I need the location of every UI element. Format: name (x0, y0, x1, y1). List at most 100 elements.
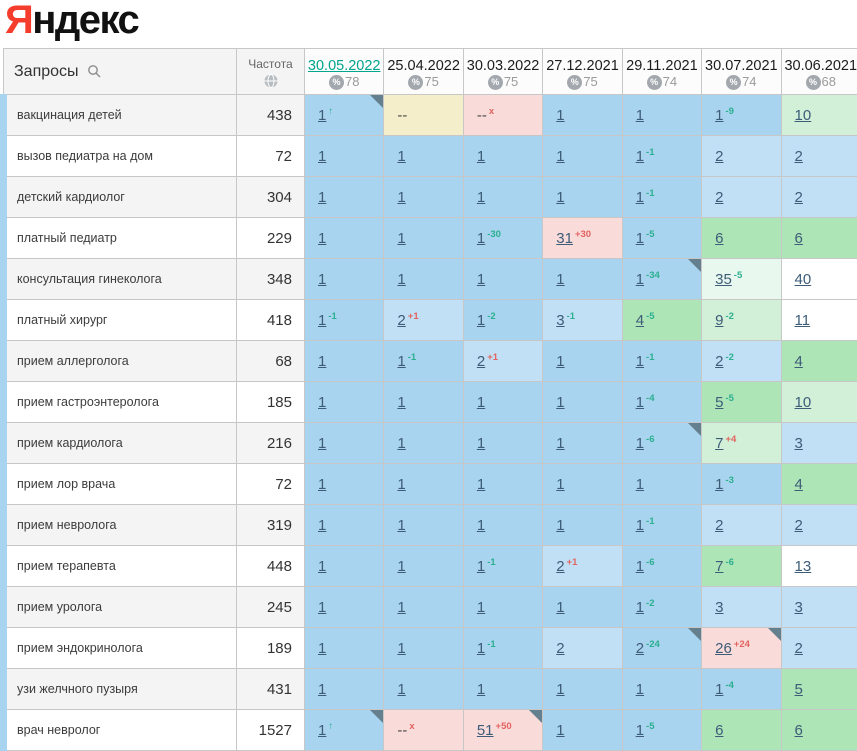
date-link[interactable]: 27.12.2021 (543, 58, 621, 74)
position-cell[interactable]: 1 (305, 669, 384, 710)
position-cell[interactable]: 1-1 (622, 505, 701, 546)
position-value[interactable]: 1 (636, 476, 644, 493)
position-value[interactable]: 1 (636, 353, 644, 370)
position-cell[interactable]: 2-2 (702, 341, 781, 382)
position-value[interactable]: 1 (715, 476, 723, 493)
position-value[interactable]: 1 (477, 271, 485, 288)
position-cell[interactable]: 4 (781, 341, 857, 382)
position-cell[interactable]: 4 (781, 464, 857, 505)
position-value[interactable]: 1 (477, 148, 485, 165)
position-value[interactable]: 10 (795, 107, 812, 124)
position-value[interactable]: 5 (795, 681, 803, 698)
query-cell[interactable]: прием лор врача (4, 464, 237, 505)
position-value[interactable]: 1 (477, 189, 485, 206)
position-value[interactable]: 1 (318, 107, 326, 124)
position-cell[interactable]: 1 (622, 669, 701, 710)
query-cell[interactable]: прием уролога (4, 587, 237, 628)
position-value[interactable]: 5 (715, 394, 723, 411)
frequency-header[interactable]: Частота (237, 49, 305, 95)
position-cell[interactable]: 4-5 (622, 300, 701, 341)
position-value[interactable]: 1 (477, 230, 485, 247)
query-cell[interactable]: прием гастроэнтеролога (4, 382, 237, 423)
position-value[interactable]: 1 (318, 517, 326, 534)
date-link[interactable]: 29.11.2021 (623, 58, 701, 74)
position-value[interactable]: 1 (397, 558, 405, 575)
date-link[interactable]: 30.07.2021 (702, 58, 780, 74)
position-value[interactable]: 1 (397, 435, 405, 452)
position-cell[interactable]: 2 (781, 628, 857, 669)
position-cell[interactable]: 1 (384, 546, 463, 587)
position-value[interactable]: 1 (636, 599, 644, 616)
position-cell[interactable]: 1 (543, 423, 622, 464)
position-cell[interactable]: 11 (781, 300, 857, 341)
position-value[interactable]: 2 (477, 353, 485, 370)
position-cell[interactable]: 2+1 (463, 341, 542, 382)
date-link-active[interactable]: 30.05.2022 (305, 58, 383, 74)
position-value[interactable]: 1 (636, 271, 644, 288)
position-cell[interactable]: 5-5 (702, 382, 781, 423)
position-value[interactable]: 6 (795, 230, 803, 247)
position-cell[interactable]: 1-5 (622, 218, 701, 259)
position-value[interactable]: 1 (556, 189, 564, 206)
position-cell[interactable]: 2 (702, 505, 781, 546)
position-cell[interactable]: 1 (305, 628, 384, 669)
position-value[interactable]: 1 (477, 312, 485, 329)
position-value[interactable]: 1 (318, 312, 326, 329)
position-value[interactable]: 1 (477, 640, 485, 657)
position-cell[interactable]: 1 (543, 669, 622, 710)
position-cell[interactable]: 1 (305, 587, 384, 628)
position-value[interactable]: 13 (795, 558, 812, 575)
position-value[interactable]: 1 (556, 394, 564, 411)
query-cell[interactable]: прием невролога (4, 505, 237, 546)
position-value[interactable]: 1 (318, 230, 326, 247)
position-value[interactable]: 1 (477, 517, 485, 534)
position-value[interactable]: 1 (715, 107, 723, 124)
position-value[interactable]: 2 (397, 312, 405, 329)
position-value[interactable]: 1 (397, 394, 405, 411)
position-value[interactable]: 1 (318, 681, 326, 698)
position-cell[interactable]: 1 (543, 710, 622, 751)
position-value[interactable]: 1 (636, 230, 644, 247)
position-value[interactable]: 1 (318, 435, 326, 452)
position-cell[interactable]: 1-5 (622, 710, 701, 751)
position-cell[interactable]: 3 (781, 423, 857, 464)
position-cell[interactable]: 2 (702, 136, 781, 177)
position-value[interactable]: 1 (397, 189, 405, 206)
position-cell[interactable]: 1 (463, 423, 542, 464)
position-cell[interactable]: 1 (384, 136, 463, 177)
position-cell[interactable]: 2 (781, 177, 857, 218)
position-cell[interactable]: 1 (543, 341, 622, 382)
query-cell[interactable]: прием терапевта (4, 546, 237, 587)
query-cell[interactable]: прием кардиолога (4, 423, 237, 464)
position-value[interactable]: 2 (715, 189, 723, 206)
position-cell[interactable]: 3-1 (543, 300, 622, 341)
query-cell[interactable]: консультация гинеколога (4, 259, 237, 300)
position-cell[interactable]: 7-6 (702, 546, 781, 587)
position-cell[interactable]: 1 (463, 177, 542, 218)
position-cell[interactable]: 1-4 (702, 669, 781, 710)
position-value[interactable]: 51 (477, 722, 494, 739)
position-value[interactable]: 4 (636, 312, 644, 329)
position-cell[interactable]: 10 (781, 95, 857, 136)
position-cell[interactable]: 1 (384, 628, 463, 669)
position-cell[interactable]: 26+24 (702, 628, 781, 669)
position-cell[interactable]: 1-1 (463, 628, 542, 669)
position-value[interactable]: 1 (397, 353, 405, 370)
position-value[interactable]: 1 (397, 681, 405, 698)
position-cell[interactable]: 1 (384, 464, 463, 505)
position-cell[interactable]: 1 (622, 95, 701, 136)
position-value[interactable]: 1 (715, 681, 723, 698)
position-cell[interactable]: 1 (543, 505, 622, 546)
position-value[interactable]: 2 (795, 640, 803, 657)
position-cell[interactable]: 2 (543, 628, 622, 669)
position-cell[interactable]: 1 (543, 382, 622, 423)
position-value[interactable]: 1 (636, 435, 644, 452)
position-cell[interactable]: 1 (543, 259, 622, 300)
position-value[interactable]: 2 (715, 148, 723, 165)
position-cell[interactable]: 2+1 (384, 300, 463, 341)
position-cell[interactable]: 1-1 (622, 136, 701, 177)
position-cell[interactable]: 1-1 (384, 341, 463, 382)
position-cell[interactable]: 7+4 (702, 423, 781, 464)
position-value[interactable]: 1 (556, 681, 564, 698)
position-cell[interactable]: 1 (305, 546, 384, 587)
